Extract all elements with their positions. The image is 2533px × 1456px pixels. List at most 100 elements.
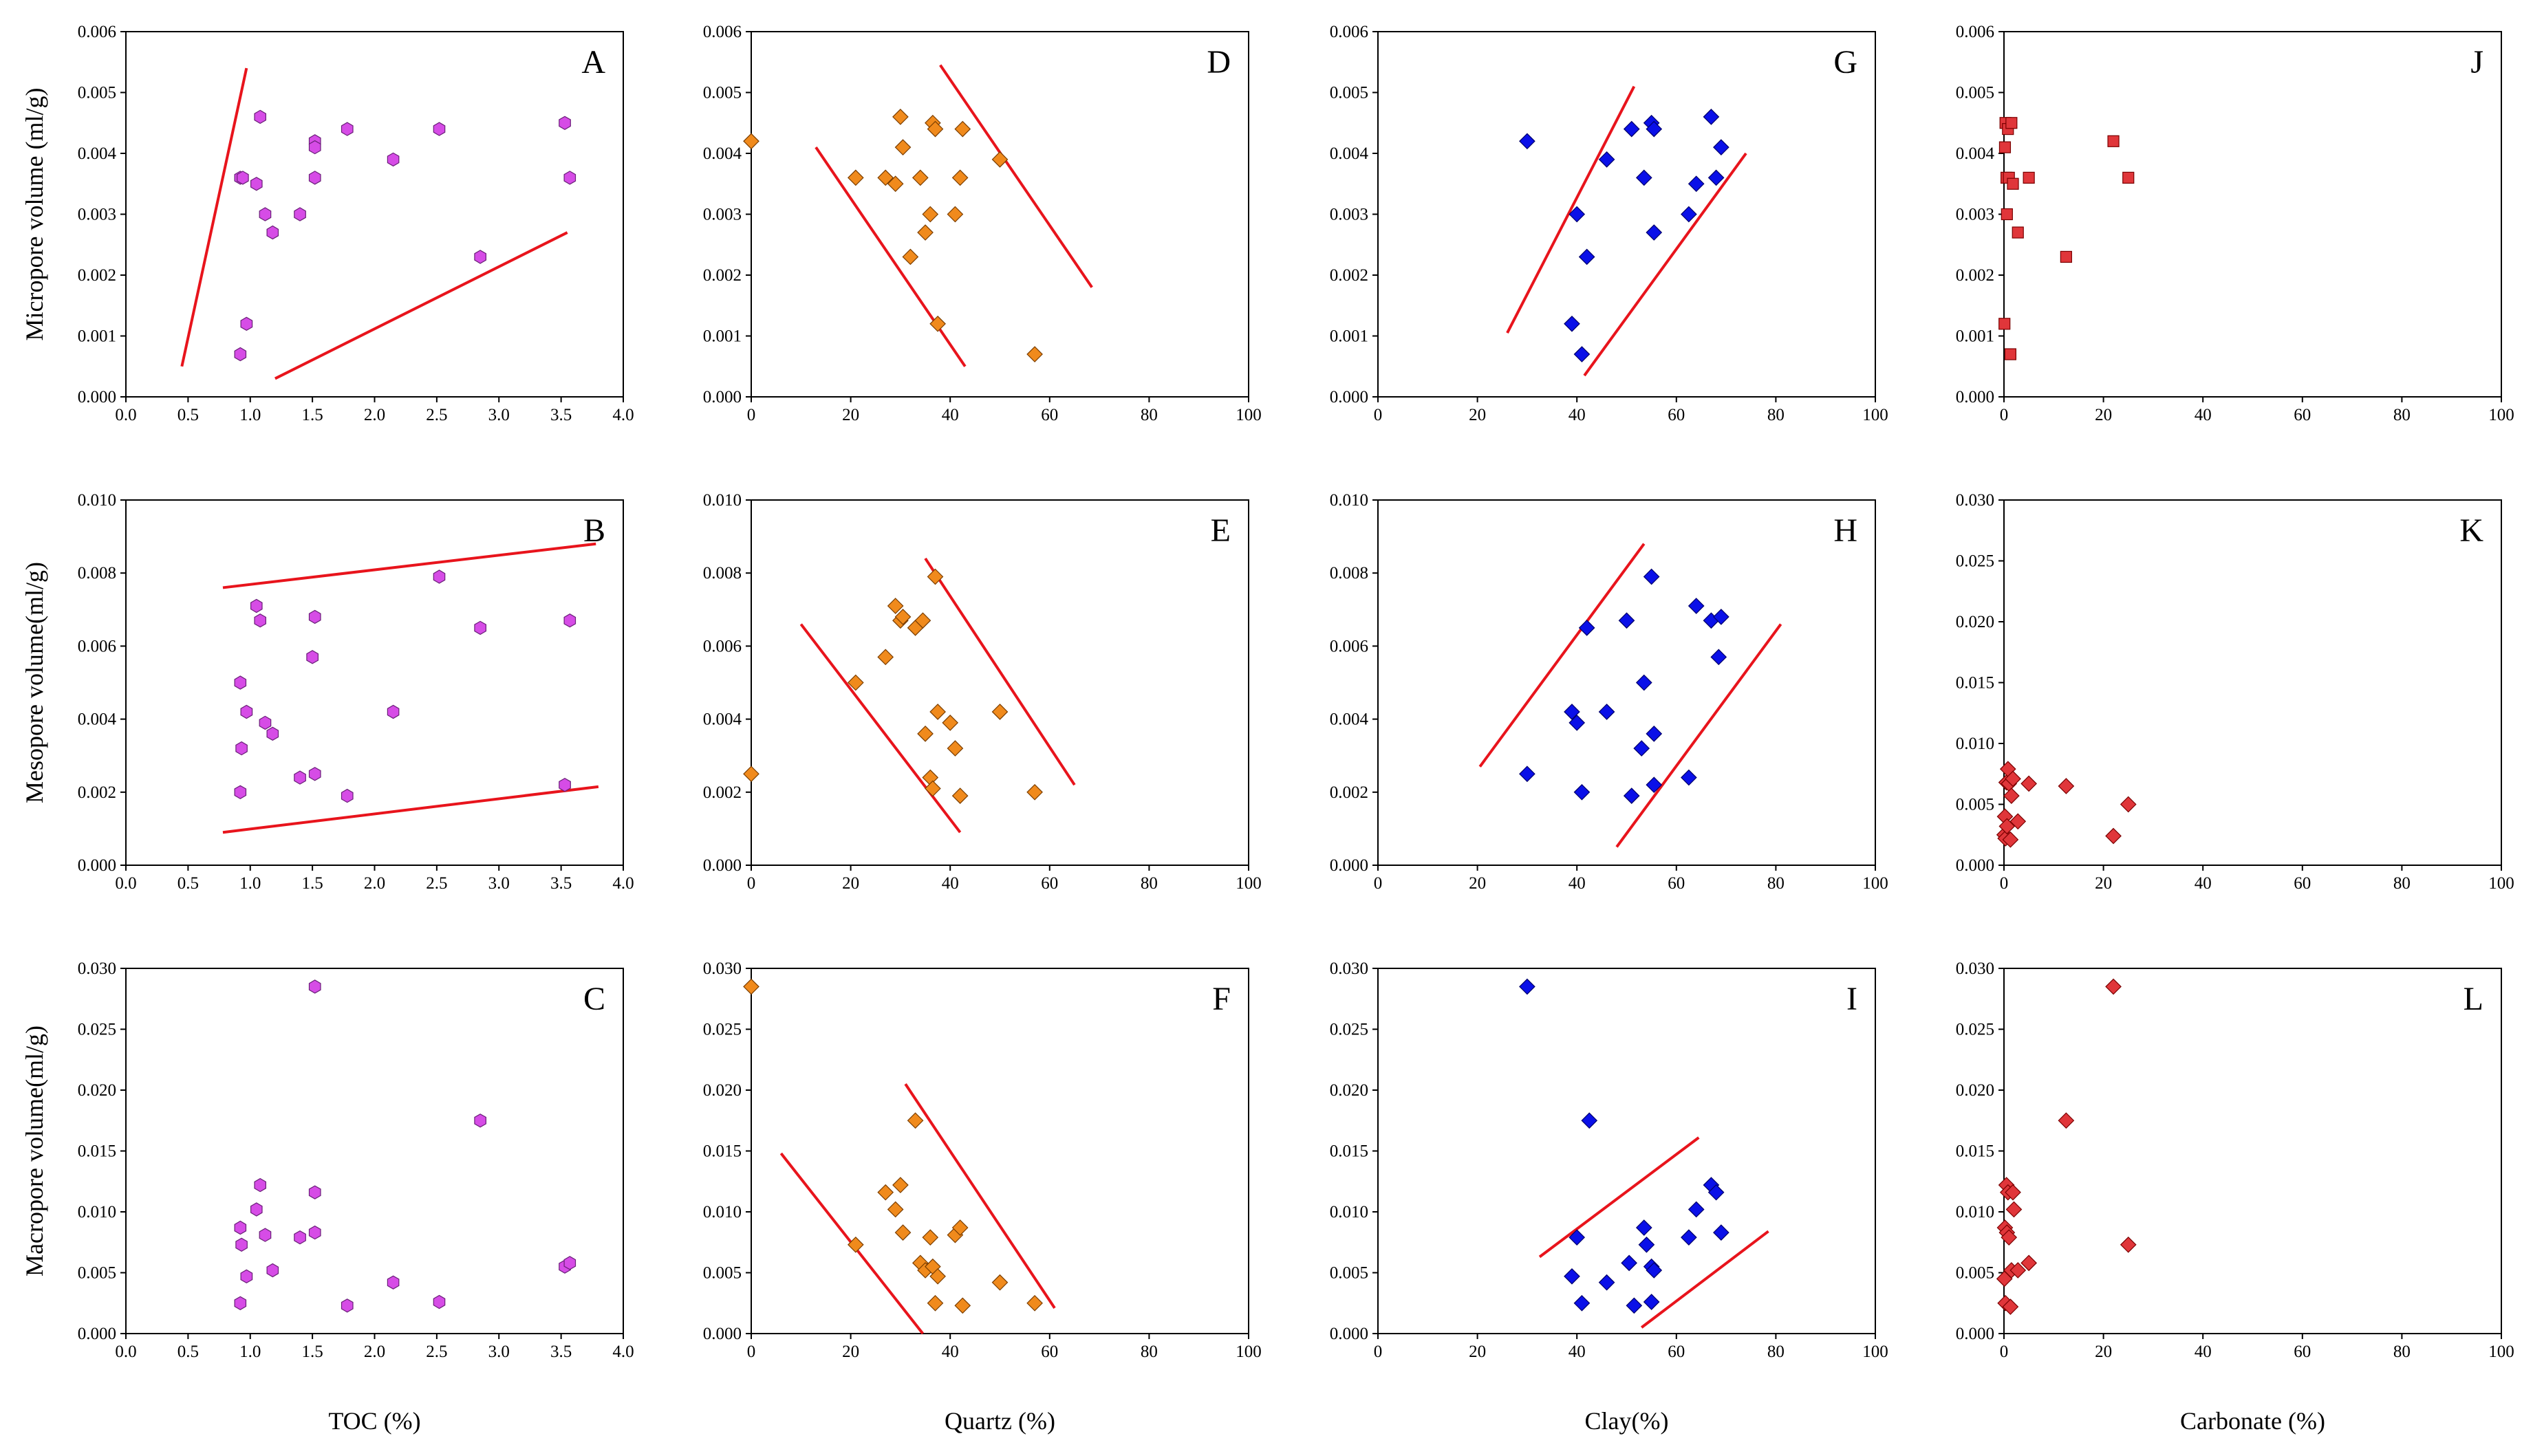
- data-point: [951, 169, 969, 186]
- data-point: [1564, 315, 1580, 332]
- data-point: [433, 569, 446, 584]
- y-tick-label: 0.004: [703, 144, 742, 163]
- data-point: [259, 1228, 272, 1242]
- data-point: [2004, 348, 2016, 360]
- panel-I: 0 20 40 60 80 100 0.000 0.005 0.010 0.015 0.020 0.0…: [1330, 959, 1888, 1361]
- x-tick-label: 100: [2488, 1343, 2514, 1361]
- y-tick-label: 0.030: [703, 959, 742, 978]
- y-tick-label: 0.015: [1956, 674, 1994, 693]
- panel-letter: E: [1211, 512, 1231, 549]
- y-tick-label: 0.020: [1956, 1081, 1994, 1100]
- data-point: [234, 347, 247, 362]
- data-point: [559, 778, 571, 792]
- data-point: [234, 1220, 247, 1235]
- trend-line: [1583, 152, 1747, 377]
- data-point: [2005, 117, 2018, 129]
- data-point: [1623, 120, 1640, 138]
- data-point: [877, 169, 894, 186]
- data-point: [2002, 1299, 2019, 1315]
- data-point: [1569, 715, 1586, 731]
- y-tick-label: 0.020: [1956, 613, 1994, 631]
- data-point: [563, 613, 576, 628]
- x-tick-label: 0.5: [177, 874, 199, 893]
- y-tick-label: 0.000: [1956, 856, 1994, 875]
- y-tick-label: 0.005: [1956, 1264, 1994, 1283]
- y-tick-label: 0.025: [703, 1021, 742, 1039]
- y-tick-label: 0.000: [703, 388, 742, 406]
- data-point: [1573, 783, 1591, 801]
- x-tick-label: 0: [747, 406, 756, 424]
- data-point: [847, 1236, 864, 1253]
- data-point: [1564, 704, 1580, 720]
- x-tick-label: 3.0: [488, 406, 510, 424]
- data-point: [1635, 1219, 1652, 1236]
- data-point: [2005, 770, 2021, 787]
- y-axis-title: Micropore volume (ml/g): [21, 88, 48, 341]
- y-tick-label: 0.008: [703, 564, 742, 583]
- data-point: [1713, 139, 1729, 155]
- data-point: [927, 568, 944, 585]
- x-tick-label: 20: [1469, 874, 1486, 893]
- x-tick-label: 1.5: [302, 406, 323, 424]
- data-point: [266, 1263, 279, 1278]
- y-tick-label: 0.005: [78, 84, 116, 102]
- y-tick-label: 0.003: [78, 206, 116, 224]
- data-point: [1026, 346, 1043, 362]
- data-point: [259, 715, 272, 730]
- data-point: [1713, 609, 1729, 625]
- y-tick-label: 0.002: [703, 783, 742, 802]
- plot-frame: [1377, 499, 1876, 866]
- data-point: [743, 133, 759, 150]
- data-point: [235, 1237, 248, 1252]
- data-point: [254, 613, 266, 628]
- data-point: [563, 171, 576, 185]
- trend-line: [904, 1083, 1056, 1309]
- data-point: [847, 674, 864, 691]
- data-point: [954, 1297, 971, 1314]
- data-point: [1026, 1294, 1043, 1312]
- data-point: [892, 1177, 909, 1193]
- data-point: [308, 140, 321, 155]
- data-point: [1569, 206, 1586, 223]
- data-point: [917, 725, 934, 742]
- y-tick-label: 0.003: [1330, 206, 1368, 224]
- x-tick-label: 0: [2000, 874, 2009, 893]
- x-tick-label: 2.5: [426, 874, 447, 893]
- data-point: [294, 770, 306, 785]
- panel-G: 0 20 40 60 80 100 0.000 0.001 0.002 0.003 0.004 0.0…: [1330, 23, 1888, 424]
- data-point: [341, 1299, 354, 1313]
- data-point: [1623, 787, 1640, 804]
- x-tick-label: 0.5: [177, 406, 199, 424]
- data-point: [2060, 250, 2072, 263]
- y-tick-label: 0.000: [1330, 856, 1368, 875]
- data-point: [1703, 109, 1720, 125]
- data-point: [743, 765, 759, 783]
- x-tick-label: 3.0: [488, 1343, 510, 1361]
- panels-layer: 0.0 0.5 1.0 1.5 2.0 2.5 3.0 3.5 4.00.0000.0010.0…: [78, 23, 2514, 1361]
- data-point: [306, 650, 319, 664]
- data-point: [563, 1256, 576, 1270]
- panel-F: 0 20 40 60 80 100 0.000 0.005 0.010 0.015 0.020 0.0…: [703, 959, 1262, 1361]
- y-tick-label: 0.002: [1956, 266, 1994, 285]
- data-point: [308, 979, 321, 994]
- panel-A: 0.0 0.5 1.0 1.5 2.0 2.5 3.0 3.5 4.0 0.000 0.001 0.0…: [78, 23, 634, 424]
- data-point: [929, 704, 946, 720]
- trend-line: [924, 557, 1076, 786]
- data-point: [2020, 1254, 2037, 1272]
- y-tick-label: 0.005: [78, 1264, 116, 1283]
- data-point: [308, 171, 321, 185]
- panel-letter: C: [583, 981, 605, 1017]
- y-tick-label: 0.010: [1956, 735, 1994, 753]
- data-point: [1646, 776, 1663, 794]
- data-point: [1564, 1268, 1580, 1285]
- x-tick-label: 0.0: [115, 406, 136, 424]
- y-tick-label: 0.002: [1330, 783, 1368, 802]
- data-point: [294, 207, 306, 221]
- y-tick-label: 0.000: [1330, 388, 1368, 406]
- data-point: [308, 767, 321, 781]
- data-point: [250, 1202, 263, 1217]
- y-tick-label: 0.004: [703, 710, 742, 729]
- panel-C: 0.0 0.5 1.0 1.5 2.0 2.5 3.0 3.5 4.0 0.000 0.005 0.0…: [78, 959, 634, 1361]
- y-tick-label: 0.025: [78, 1021, 116, 1039]
- x-tick-label: 40: [1569, 406, 1586, 424]
